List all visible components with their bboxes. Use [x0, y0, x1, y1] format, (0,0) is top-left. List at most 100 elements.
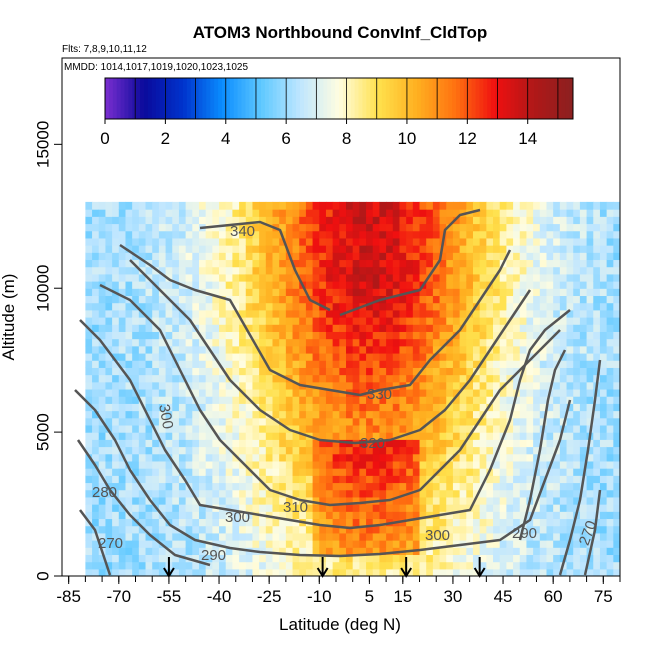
- heatmap-cell: [573, 496, 581, 505]
- heatmap-cell: [559, 532, 568, 541]
- heatmap-cell: [172, 410, 180, 419]
- heatmap-cell: [192, 410, 200, 419]
- heatmap-cell: [145, 446, 153, 455]
- heatmap-cell: [92, 432, 100, 440]
- colorbar-segment: [362, 78, 367, 119]
- heatmap-cell: [118, 302, 127, 311]
- heatmap-cell: [553, 525, 561, 534]
- heatmap-cell: [92, 540, 100, 548]
- heatmap-cell: [606, 324, 614, 332]
- heatmap-cell: [299, 561, 307, 570]
- heatmap-cell: [352, 245, 360, 253]
- heatmap-cell: [239, 432, 247, 440]
- heatmap-cell: [593, 403, 601, 412]
- heatmap-cell: [519, 568, 528, 576]
- heatmap-cell: [152, 540, 160, 548]
- heatmap-cell: [105, 561, 113, 570]
- heatmap-cell: [479, 547, 487, 556]
- heatmap-cell: [232, 424, 240, 433]
- heatmap-cell: [599, 489, 608, 498]
- heatmap-cell: [212, 201, 220, 210]
- heatmap-cell: [459, 273, 467, 282]
- heatmap-cell: [366, 317, 374, 325]
- heatmap-cell: [446, 504, 454, 512]
- heatmap-cell: [219, 345, 227, 354]
- heatmap-cell: [472, 525, 481, 534]
- heatmap-cell: [499, 245, 507, 253]
- heatmap-cell: [339, 367, 347, 376]
- heatmap-cell: [192, 504, 200, 512]
- heatmap-cell: [272, 446, 280, 455]
- heatmap-cell: [533, 432, 541, 440]
- heatmap-cell: [426, 561, 434, 570]
- heatmap-cell: [98, 532, 107, 541]
- heatmap-cell: [178, 424, 187, 433]
- heatmap-cell: [513, 554, 521, 563]
- heatmap-cell: [279, 432, 287, 440]
- heatmap-cell: [613, 273, 620, 282]
- heatmap-cell: [406, 281, 414, 289]
- heatmap-cell: [439, 489, 447, 498]
- heatmap-cell: [526, 317, 534, 325]
- heatmap-cell: [145, 281, 153, 289]
- heatmap-cell: [259, 453, 267, 462]
- heatmap-cell: [332, 317, 340, 325]
- heatmap-cell: [118, 352, 127, 361]
- heatmap-cell: [606, 201, 614, 210]
- heatmap-cell: [479, 216, 487, 225]
- colorbar-segment: [448, 78, 453, 119]
- heatmap-cell: [472, 468, 481, 476]
- heatmap-cell: [192, 453, 200, 462]
- heatmap-cell: [85, 439, 93, 448]
- heatmap-cell: [399, 273, 407, 282]
- heatmap-cell: [426, 540, 434, 548]
- heatmap-cell: [533, 360, 541, 368]
- heatmap-cell: [312, 561, 320, 570]
- heatmap-cell: [599, 230, 608, 239]
- heatmap-cell: [239, 554, 247, 563]
- heatmap-cell: [252, 504, 260, 512]
- heatmap-cell: [599, 216, 608, 225]
- heatmap-cell: [85, 475, 93, 484]
- heatmap-cell: [178, 223, 187, 232]
- heatmap-cell: [346, 367, 354, 376]
- colorbar: 0 2 4 6 8 10 12 14: [100, 77, 574, 148]
- heatmap-cell: [499, 309, 507, 318]
- heatmap-cell: [446, 230, 454, 239]
- heatmap-cell: [479, 281, 487, 289]
- heatmap-cell: [232, 281, 240, 289]
- heatmap-cell: [285, 410, 294, 419]
- heatmap-cell: [606, 237, 614, 246]
- heatmap-cell: [346, 216, 354, 225]
- colorbar-segment: [233, 78, 239, 119]
- contour-320: [129, 259, 532, 445]
- heatmap-cell: [332, 338, 340, 347]
- heatmap-cell: [346, 338, 354, 347]
- heatmap-cell: [85, 216, 93, 225]
- heatmap-cell: [232, 352, 240, 361]
- heatmap-cell: [466, 396, 474, 404]
- heatmap-cell: [566, 201, 574, 210]
- heatmap-cell: [613, 367, 620, 376]
- heatmap-cell: [178, 511, 187, 520]
- heatmap-cell: [205, 295, 213, 304]
- heatmap-cell: [406, 331, 414, 340]
- heatmap-cell: [332, 381, 340, 390]
- heatmap-cell: [533, 324, 541, 332]
- heatmap-cell: [526, 547, 534, 556]
- heatmap-cell: [412, 266, 421, 275]
- heatmap-cell: [165, 360, 173, 368]
- heatmap-cell: [92, 309, 100, 318]
- heatmap-cell: [553, 374, 561, 383]
- heatmap-cell: [279, 532, 287, 541]
- heatmap-cell: [132, 439, 140, 448]
- heatmap-cell: [319, 460, 327, 469]
- heatmap-cell: [379, 209, 387, 217]
- heatmap-cell: [185, 209, 193, 217]
- heatmap-cell: [252, 324, 260, 332]
- heatmap-cell: [205, 273, 213, 282]
- heatmap-cell: [613, 460, 620, 469]
- heatmap-cell: [392, 252, 401, 261]
- heatmap-cell: [178, 259, 187, 268]
- heatmap-cell: [325, 295, 334, 304]
